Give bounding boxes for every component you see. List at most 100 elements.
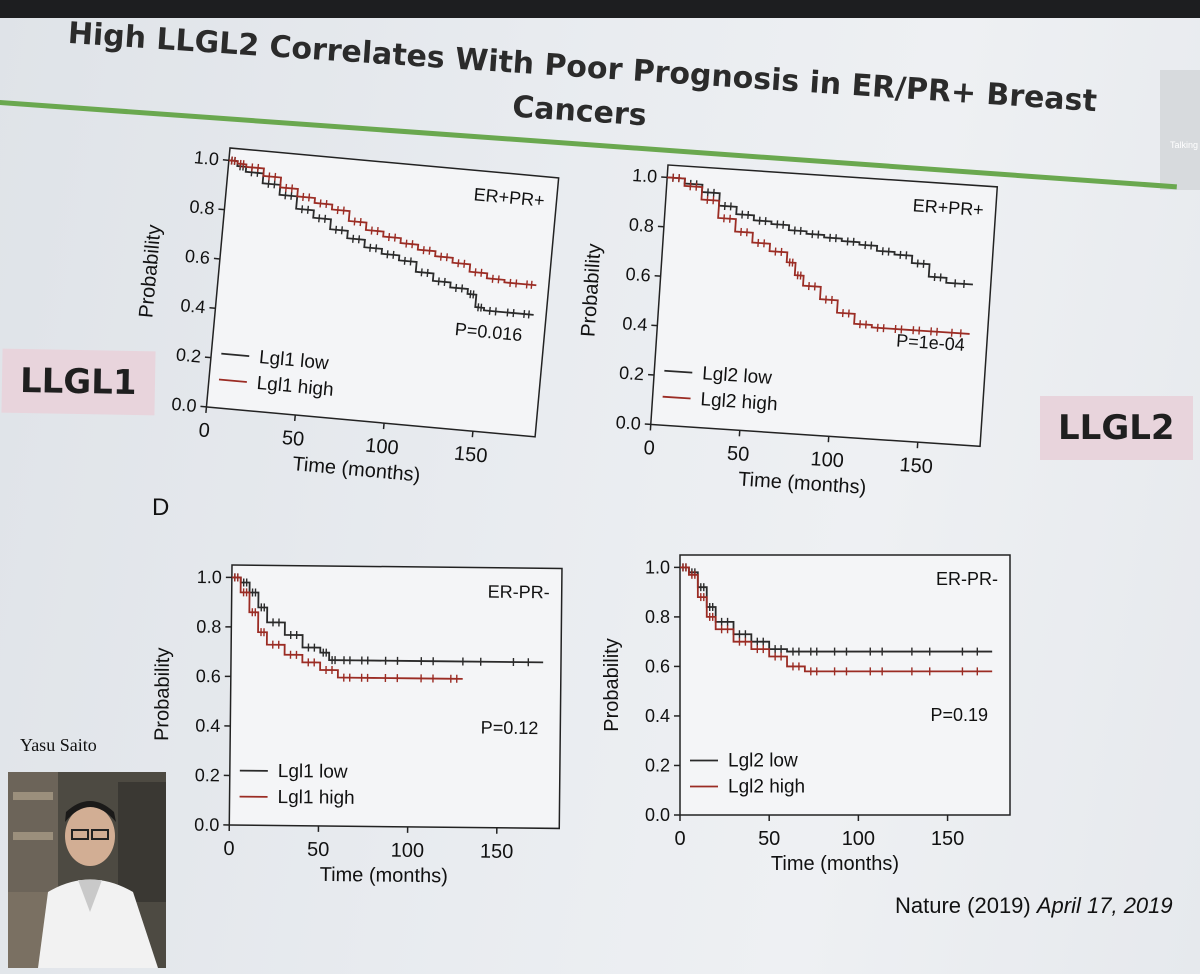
- y-tick-label: 0.8: [645, 607, 670, 627]
- censor-mark: [918, 326, 921, 335]
- censor-mark: [523, 309, 526, 319]
- censor-mark: [824, 295, 827, 304]
- x-tick: [471, 431, 474, 438]
- projector-top-edge: [0, 0, 1200, 18]
- censor-mark: [747, 210, 750, 220]
- censor-mark: [689, 182, 692, 191]
- y-tick-label: 0.6: [625, 264, 651, 286]
- y-axis-label: Probability: [151, 647, 174, 741]
- censor-mark: [712, 188, 715, 197]
- censor-mark: [443, 277, 446, 286]
- censor-mark: [807, 281, 810, 291]
- y-tick-label: 1.0: [632, 165, 658, 187]
- y-tick: [218, 208, 225, 211]
- censor-mark: [712, 196, 715, 205]
- censor-mark: [509, 278, 512, 287]
- censor-mark: [740, 227, 742, 236]
- censor-mark: [780, 247, 783, 256]
- censor-mark: [846, 237, 849, 246]
- panel-letter: D: [152, 494, 170, 521]
- censor-mark: [233, 156, 236, 165]
- censor-mark: [515, 279, 518, 288]
- censor-mark: [963, 279, 965, 288]
- censor-mark: [706, 195, 709, 204]
- censor-mark: [764, 217, 767, 226]
- censor-mark: [922, 259, 925, 268]
- survival-curve-high: [231, 576, 463, 680]
- y-tick-label: 0.0: [645, 805, 670, 825]
- censor-mark: [793, 226, 796, 235]
- legend-label: Lgl2 low: [702, 363, 773, 389]
- censor-mark: [422, 246, 425, 255]
- censor-mark: [939, 273, 942, 282]
- censor-mark: [841, 309, 844, 318]
- censor-mark: [469, 290, 472, 299]
- censor-mark: [359, 217, 362, 227]
- y-tick-label: 0.8: [189, 197, 216, 219]
- censor-mark: [420, 268, 423, 277]
- censor-mark: [411, 240, 414, 249]
- censor-mark: [799, 271, 802, 280]
- y-tick-label: 0.0: [615, 412, 641, 434]
- censor-mark: [811, 230, 814, 239]
- chart-subtitle: ER+PR+: [912, 195, 984, 220]
- censor-mark: [284, 191, 287, 200]
- censor-mark: [403, 256, 406, 265]
- censor-mark: [472, 290, 475, 299]
- p-value: P=0.19: [930, 705, 988, 725]
- censor-mark: [788, 258, 791, 267]
- y-tick-label: 0.2: [618, 363, 644, 385]
- y-tick-label: 0.0: [171, 394, 198, 416]
- censor-mark: [357, 235, 361, 244]
- censor-mark: [695, 182, 698, 191]
- censor-mark: [353, 217, 356, 226]
- censor-mark: [813, 282, 816, 291]
- x-tick-label: 0: [674, 828, 685, 850]
- censor-mark: [506, 308, 509, 317]
- censor-mark: [729, 214, 731, 223]
- censor-mark: [300, 205, 304, 214]
- censor-mark: [905, 251, 908, 260]
- censor-mark: [741, 210, 744, 219]
- censor-mark: [758, 216, 761, 225]
- survival-curve-high: [228, 159, 537, 287]
- censor-mark: [336, 205, 339, 215]
- x-tick-label: 100: [810, 448, 845, 472]
- x-tick-label: 150: [453, 443, 488, 468]
- x-tick: [205, 406, 208, 413]
- censor-mark: [830, 295, 833, 305]
- censor-mark: [894, 324, 897, 334]
- censor-mark: [796, 271, 799, 280]
- y-tick-label: 1.0: [645, 557, 670, 577]
- survival-curve-low: [667, 176, 973, 286]
- censor-mark: [954, 279, 957, 288]
- plot-frame: [679, 554, 1011, 816]
- x-tick-label: 50: [758, 828, 780, 850]
- y-tick-label: 0.2: [645, 755, 670, 775]
- x-tick: [293, 414, 297, 422]
- censor-mark: [290, 191, 293, 200]
- censor-mark: [376, 227, 379, 236]
- legend-swatch: [218, 378, 247, 383]
- censor-mark: [933, 272, 936, 282]
- survival-curve-high: [667, 176, 970, 335]
- censor-mark: [375, 244, 378, 253]
- censor-mark: [460, 284, 464, 293]
- plot-frame: [205, 147, 560, 438]
- censor-mark: [829, 233, 831, 242]
- llgl2-label: LLGL2: [1040, 396, 1193, 460]
- legend-label: Lgl1 high: [277, 787, 354, 809]
- censor-mark: [852, 237, 855, 246]
- y-tick-label: 0.8: [196, 617, 221, 637]
- censor-mark: [267, 179, 270, 188]
- legend-swatch: [221, 352, 250, 358]
- y-tick-label: 0.4: [195, 716, 220, 736]
- censor-mark: [678, 174, 681, 183]
- censor-mark: [847, 309, 850, 318]
- y-tick: [209, 306, 216, 310]
- censor-mark: [325, 199, 328, 209]
- censor-mark: [474, 268, 477, 277]
